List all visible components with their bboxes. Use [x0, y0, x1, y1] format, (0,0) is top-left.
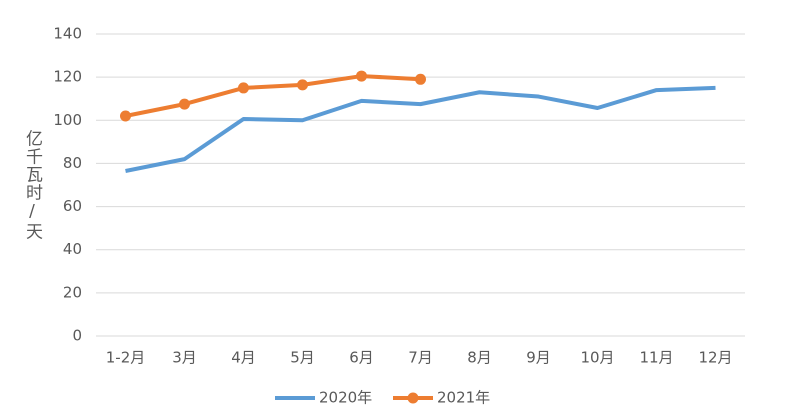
y-tick-label: 80: [63, 154, 82, 172]
x-tick-label: 7月: [408, 349, 433, 367]
y-tick-label: 40: [63, 240, 82, 258]
y-tick-label: 60: [63, 197, 82, 215]
x-tick-label: 5月: [290, 349, 315, 367]
x-tick-label: 10月: [580, 349, 614, 367]
y-tick-label: 20: [63, 283, 82, 301]
x-tick-label: 8月: [467, 349, 492, 367]
x-tick-label: 12月: [698, 349, 732, 367]
y-tick-label: 140: [53, 25, 82, 43]
x-tick-label: 9月: [526, 349, 551, 367]
point-marker: [238, 82, 249, 94]
x-tick-label: 4月: [231, 349, 256, 367]
x-tick-label: 11月: [639, 349, 673, 367]
y-axis-label: 亿千瓦时/天: [22, 129, 43, 240]
point-marker: [356, 70, 367, 82]
y-tick-label: 0: [72, 327, 82, 345]
x-tick-label: 1-2月: [106, 349, 146, 367]
point-marker: [179, 98, 190, 110]
point-marker: [415, 73, 426, 85]
point-marker: [120, 110, 131, 122]
x-tick-label: 3月: [172, 349, 197, 367]
x-tick-label: 6月: [349, 349, 374, 367]
series-line: [125, 74, 421, 118]
series-line: [125, 85, 716, 173]
y-tick-label: 120: [53, 68, 82, 86]
point-marker: [297, 79, 308, 91]
legend-label: 2020年: [319, 389, 372, 407]
legend-label: 2021年: [437, 389, 490, 407]
y-tick-label: 100: [53, 111, 82, 129]
legend-marker: [407, 392, 419, 404]
